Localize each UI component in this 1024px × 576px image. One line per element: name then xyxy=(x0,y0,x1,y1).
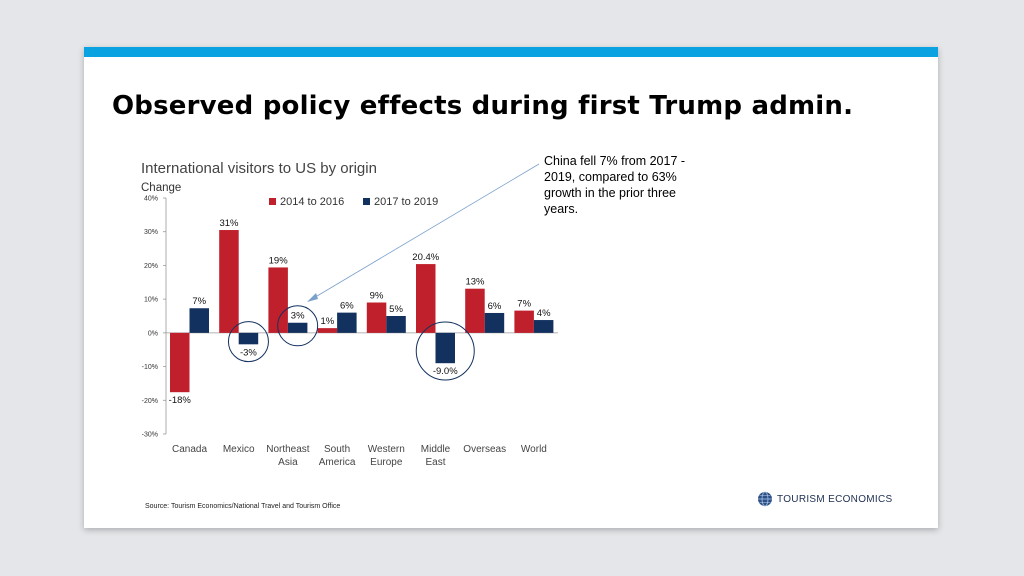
legend-swatch xyxy=(269,198,276,205)
y-tick-label: -10% xyxy=(142,364,158,371)
bar xyxy=(317,328,338,333)
bar xyxy=(416,264,436,333)
legend-swatch xyxy=(363,198,370,205)
bar xyxy=(238,332,259,345)
highlight-circle xyxy=(227,321,269,363)
data-labels: -18% 7% 31% -3% 19% 3% 1% 6% 9% 5% 20.4% -9.0% 13% 6%… xyxy=(169,218,551,406)
x-axis-labels: Canada Mexico Northeast Asia South America Wes… xyxy=(172,444,547,468)
bar xyxy=(170,332,190,393)
chart-title: International visitors to US by origin xyxy=(141,160,377,177)
category-label: Middle East xyxy=(421,444,451,468)
bar xyxy=(435,332,455,364)
category-label: Western Europe xyxy=(368,444,405,468)
source-note: Source: Tourism Economics/National Trave… xyxy=(145,503,341,510)
legend-label: 2014 to 2016 xyxy=(280,196,344,208)
chart-bars xyxy=(170,230,554,393)
callout-arrow xyxy=(307,163,540,302)
highlight-circle xyxy=(277,305,319,347)
legend-label: 2017 to 2019 xyxy=(374,196,438,208)
bar-value-label: 1% xyxy=(320,316,334,327)
bar-chart: International visitors to US by origin C… xyxy=(141,160,558,468)
y-axis-label: Change xyxy=(141,182,181,194)
bar-value-label: 7% xyxy=(517,299,531,310)
category-label: Canada xyxy=(172,444,207,455)
top-accent-bar xyxy=(84,47,938,57)
bar-value-label: 4% xyxy=(537,308,551,319)
bar xyxy=(189,308,209,333)
bar-value-label: 6% xyxy=(340,301,354,312)
callout-note: China fell 7% from 2017 - 2019, compared… xyxy=(544,154,686,216)
bar xyxy=(386,316,406,333)
bar-value-label: 7% xyxy=(192,296,206,307)
y-tick-label: 20% xyxy=(144,263,158,270)
chart-legend: 2014 to 2016 2017 to 2019 xyxy=(269,196,438,208)
highlight-circle xyxy=(415,321,475,381)
bar xyxy=(287,322,308,333)
bar-value-label: 9% xyxy=(370,291,384,302)
y-tick-label: 0% xyxy=(148,330,158,337)
tourism-economics-logo: TOURISM ECONOMICS xyxy=(757,490,892,508)
slide-headline: Observed policy effects during first Tru… xyxy=(112,91,854,121)
bar-value-label: 13% xyxy=(465,277,485,288)
y-tick-label: -30% xyxy=(142,432,158,439)
slide: Observed policy effects during first Tru… xyxy=(84,47,938,528)
category-label: Mexico xyxy=(223,444,255,455)
globe-icon xyxy=(758,491,772,507)
y-tick-label: 30% xyxy=(144,229,158,236)
logo-text: TOURISM ECONOMICS xyxy=(777,493,893,505)
category-label: Overseas xyxy=(463,444,506,455)
bar-value-label: 20.4% xyxy=(412,252,439,263)
bar-value-label: 31% xyxy=(219,218,239,229)
y-tick-label: 10% xyxy=(144,297,158,304)
bar-value-label: -9.0% xyxy=(433,366,458,377)
bar-value-label: 5% xyxy=(389,304,403,315)
bar xyxy=(484,312,505,333)
bar xyxy=(514,310,534,333)
bar xyxy=(465,288,485,333)
bar xyxy=(268,267,288,333)
highlight-circles xyxy=(227,305,475,381)
category-label: Northeast Asia xyxy=(266,444,310,468)
y-tick-label: 40% xyxy=(144,196,158,203)
bar-value-label: 19% xyxy=(269,255,289,266)
bar xyxy=(337,312,357,333)
bar xyxy=(366,302,387,333)
category-label: South America xyxy=(319,444,356,468)
bar xyxy=(219,230,239,333)
category-label: World xyxy=(521,444,547,455)
bar-value-label: 3% xyxy=(291,311,305,322)
bar-value-label: 6% xyxy=(488,301,502,312)
bar-value-label: -18% xyxy=(169,395,192,406)
bar xyxy=(533,320,554,333)
y-tick-label: -20% xyxy=(142,398,158,405)
bar-value-label: -3% xyxy=(240,347,257,358)
